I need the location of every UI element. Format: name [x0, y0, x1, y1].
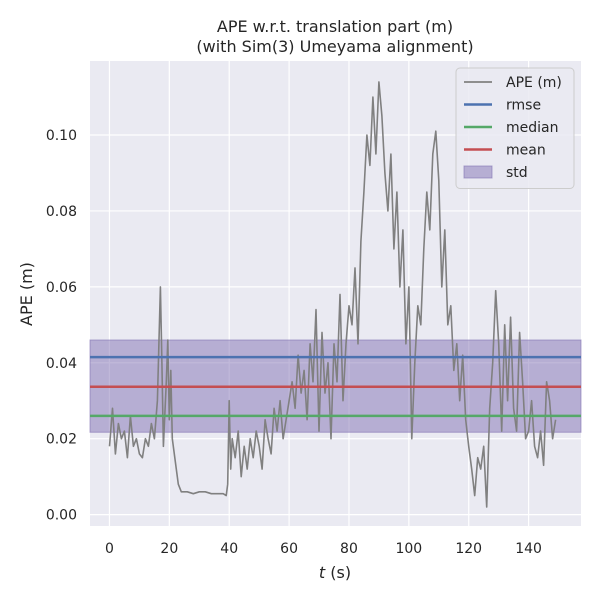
y-tick-labels: 0.00 0.02 0.04 0.06 0.08 0.10	[46, 128, 77, 524]
x-tick-label: 0	[105, 541, 114, 557]
chart-title-line1: APE w.r.t. translation part (m)	[217, 17, 453, 36]
x-tick-label: 100	[395, 541, 422, 557]
legend-label-ape: APE (m)	[506, 75, 562, 91]
x-tick-label: 60	[280, 541, 298, 557]
legend-label-mean: mean	[506, 143, 546, 159]
x-tick-labels: 0 20 40 60 80 100 120 140	[105, 541, 542, 557]
x-axis-label: t (s)	[319, 563, 351, 582]
legend-label-std: std	[506, 165, 528, 181]
legend-label-median: median	[506, 120, 558, 136]
x-tick-label: 20	[160, 541, 178, 557]
legend-box	[455, 67, 575, 189]
x-axis-label-unit: (s)	[325, 563, 351, 582]
y-tick-label: 0.10	[46, 128, 77, 144]
y-tick-label: 0.04	[46, 356, 77, 372]
x-tick-label: 80	[340, 541, 358, 557]
y-tick-label: 0.06	[46, 280, 77, 296]
legend-swatch-std	[463, 165, 493, 179]
y-tick-label: 0.08	[46, 204, 77, 220]
chart-title-line2: (with Sim(3) Umeyama alignment)	[196, 37, 473, 56]
y-tick-label: 0.02	[46, 432, 77, 448]
x-tick-label: 120	[455, 541, 482, 557]
y-tick-label: 0.00	[46, 508, 77, 524]
x-tick-label: 40	[220, 541, 238, 557]
legend: APE (m) rmse median mean std	[455, 67, 575, 189]
y-axis-label: APE (m)	[17, 262, 36, 326]
legend-label-rmse: rmse	[506, 98, 541, 114]
x-tick-label: 140	[515, 541, 542, 557]
x-axis-label-var: t	[319, 563, 326, 582]
